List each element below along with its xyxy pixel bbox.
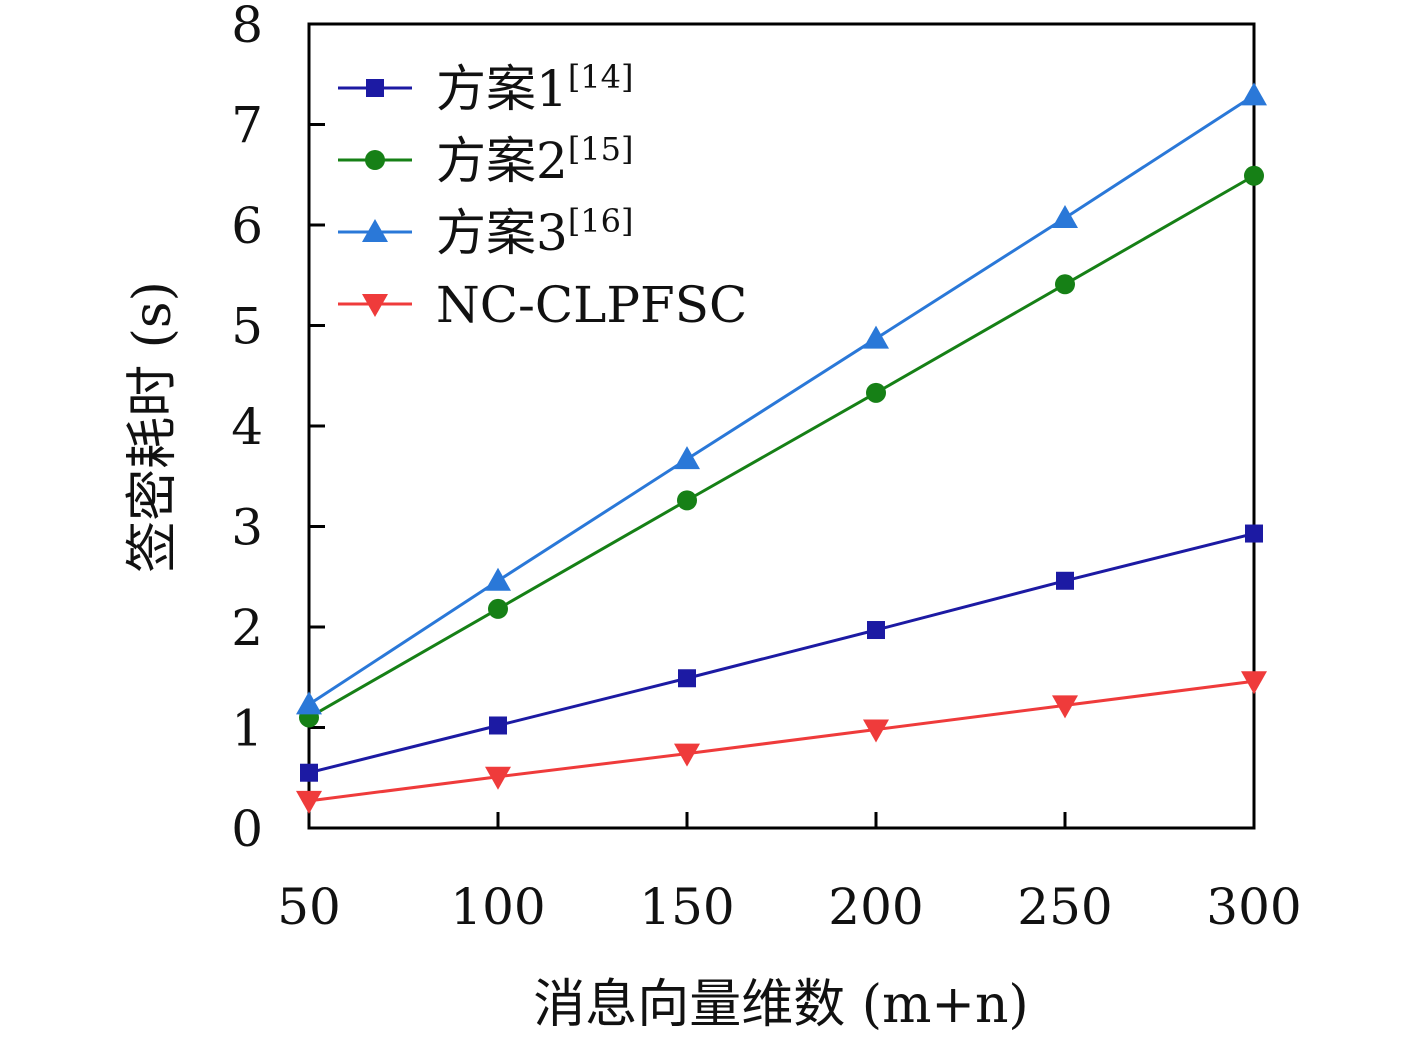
y-tick-label: 2 bbox=[231, 599, 263, 657]
legend-reference: [14] bbox=[568, 58, 634, 96]
series-line bbox=[308, 679, 1255, 803]
y-tick-label: 1 bbox=[231, 700, 263, 758]
data-point bbox=[485, 567, 511, 591]
data-point bbox=[677, 490, 697, 511]
data-point bbox=[1056, 571, 1074, 590]
data-point bbox=[1241, 671, 1267, 695]
series-line bbox=[308, 174, 1255, 719]
y-tick-label: 3 bbox=[231, 499, 263, 557]
axes: 0 1 2 3 4 5 6 7 8 50 100 150 200 250 300 bbox=[231, 0, 1302, 936]
data-point bbox=[296, 790, 322, 814]
series-4 bbox=[296, 671, 1267, 814]
legend-label: 方案3[16] bbox=[436, 202, 634, 262]
data-point bbox=[485, 766, 511, 790]
y-axis-title: 签密耗时 (s) bbox=[123, 281, 183, 573]
data-point bbox=[296, 691, 322, 715]
x-tick-label: 200 bbox=[828, 878, 923, 936]
data-point bbox=[300, 763, 318, 782]
legend: 方案1[14] 方案2[15] 方案3[16] NC-CLPFSC bbox=[338, 58, 747, 334]
legend-item-3: 方案3[16] bbox=[338, 202, 634, 262]
data-point bbox=[674, 743, 700, 767]
legend-reference: [16] bbox=[568, 202, 634, 240]
series-3 bbox=[296, 82, 1267, 715]
legend-marker bbox=[362, 294, 388, 317]
data-point bbox=[678, 669, 696, 688]
y-tick-label: 8 bbox=[231, 0, 263, 54]
legend-item-4: NC-CLPFSC bbox=[338, 276, 747, 334]
data-point bbox=[1241, 82, 1267, 106]
data-point bbox=[1052, 204, 1078, 228]
y-tick-label: 6 bbox=[231, 197, 263, 255]
data-point bbox=[489, 716, 507, 735]
x-axis-title: 消息向量维数 (m+n) bbox=[533, 975, 1028, 1035]
data-point bbox=[1244, 165, 1264, 186]
data-point bbox=[1052, 695, 1078, 719]
x-tick-label: 250 bbox=[1017, 878, 1112, 936]
legend-item-1: 方案1[14] bbox=[338, 58, 634, 118]
legend-marker bbox=[362, 219, 388, 242]
data-point bbox=[863, 325, 889, 349]
legend-label: NC-CLPFSC bbox=[436, 276, 747, 334]
x-tick-label: 300 bbox=[1206, 878, 1301, 936]
y-tick-label: 5 bbox=[231, 298, 263, 356]
data-point bbox=[866, 382, 886, 403]
data-point bbox=[1245, 524, 1263, 543]
y-tick-label: 7 bbox=[231, 97, 263, 155]
x-tick-label: 150 bbox=[639, 878, 734, 936]
x-tick-label: 50 bbox=[277, 878, 341, 936]
data-point bbox=[863, 719, 889, 743]
legend-label: 方案2[15] bbox=[436, 130, 634, 190]
y-tick-label: 4 bbox=[231, 398, 263, 456]
x-tick-label: 100 bbox=[450, 878, 545, 936]
data-point bbox=[674, 446, 700, 470]
y-tick-label: 0 bbox=[231, 800, 263, 858]
legend-marker bbox=[365, 150, 385, 170]
legend-item-2: 方案2[15] bbox=[338, 130, 634, 190]
series-layer bbox=[296, 82, 1267, 814]
data-point bbox=[488, 598, 508, 619]
data-point bbox=[867, 621, 885, 640]
series-1 bbox=[300, 524, 1263, 782]
legend-reference: [15] bbox=[568, 130, 634, 168]
legend-label: 方案1[14] bbox=[436, 58, 634, 118]
series-line bbox=[308, 532, 1255, 775]
data-point bbox=[1055, 274, 1075, 295]
series-line bbox=[308, 94, 1255, 706]
legend-marker bbox=[366, 79, 384, 97]
